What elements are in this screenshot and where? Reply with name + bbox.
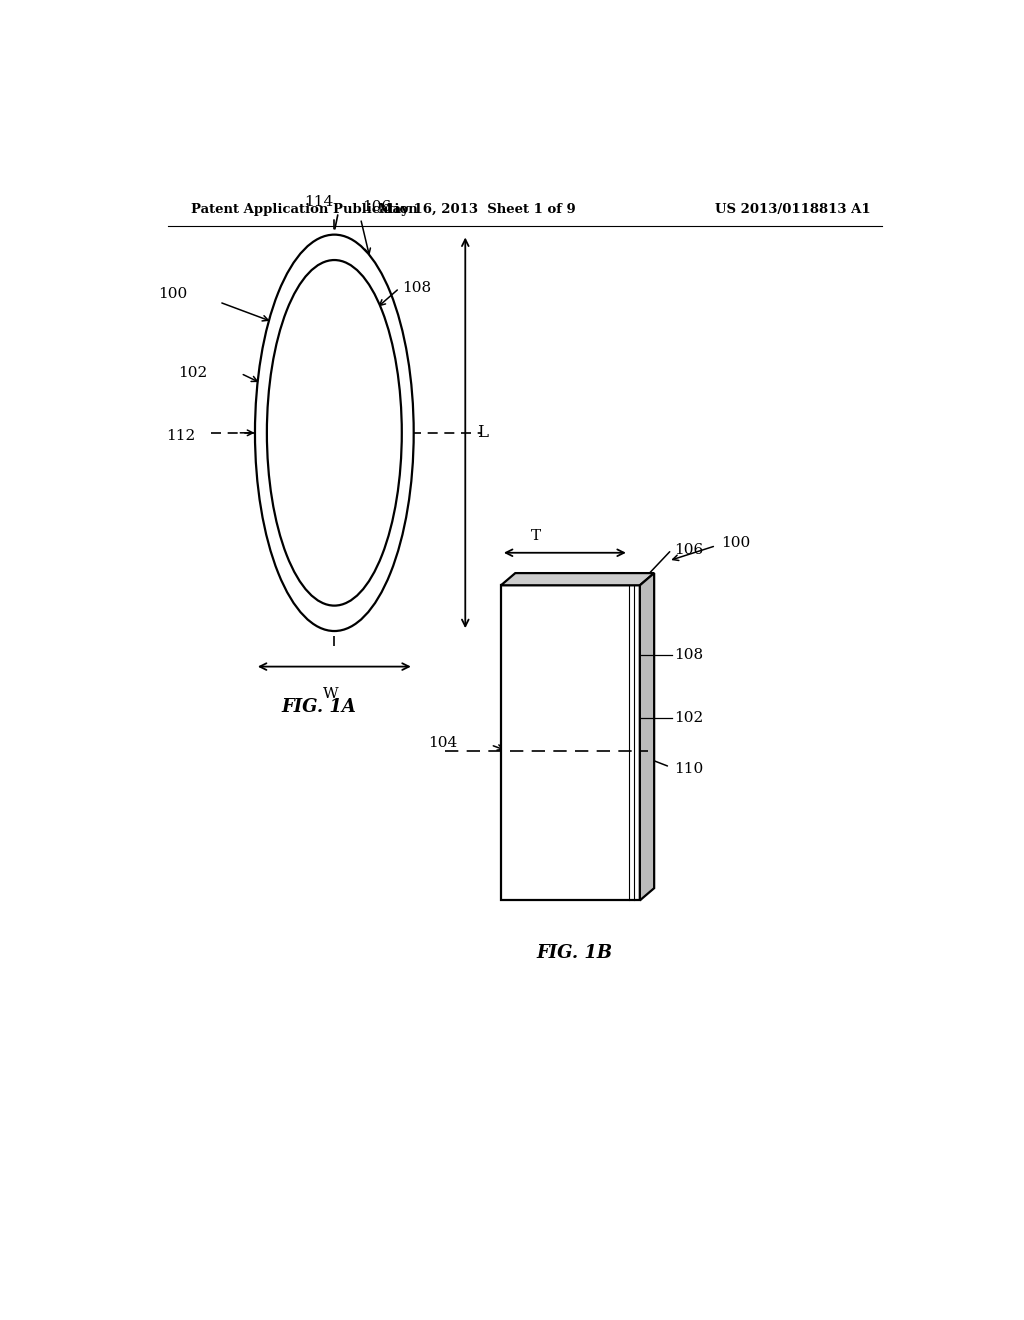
- Text: L: L: [477, 424, 488, 441]
- Text: 112: 112: [166, 429, 196, 444]
- Text: 114: 114: [304, 195, 333, 209]
- Ellipse shape: [255, 235, 414, 631]
- Text: 104: 104: [428, 735, 458, 750]
- Text: 102: 102: [674, 710, 703, 725]
- Text: May 16, 2013  Sheet 1 of 9: May 16, 2013 Sheet 1 of 9: [378, 203, 577, 215]
- Polygon shape: [501, 573, 654, 585]
- Text: FIG. 1A: FIG. 1A: [281, 698, 356, 717]
- Text: T: T: [530, 528, 541, 543]
- Text: 110: 110: [674, 762, 703, 776]
- Text: 102: 102: [178, 367, 207, 380]
- Text: 108: 108: [674, 648, 703, 661]
- Polygon shape: [640, 573, 654, 900]
- Text: 106: 106: [362, 201, 391, 214]
- Text: 108: 108: [401, 281, 431, 296]
- Text: Patent Application Publication: Patent Application Publication: [191, 203, 418, 215]
- Text: 100: 100: [722, 536, 751, 549]
- Text: 106: 106: [674, 543, 703, 557]
- Bar: [501, 585, 640, 900]
- Text: 100: 100: [159, 286, 187, 301]
- Text: W: W: [323, 686, 338, 701]
- Ellipse shape: [267, 260, 401, 606]
- Text: FIG. 1B: FIG. 1B: [537, 944, 612, 962]
- Text: US 2013/0118813 A1: US 2013/0118813 A1: [715, 203, 870, 215]
